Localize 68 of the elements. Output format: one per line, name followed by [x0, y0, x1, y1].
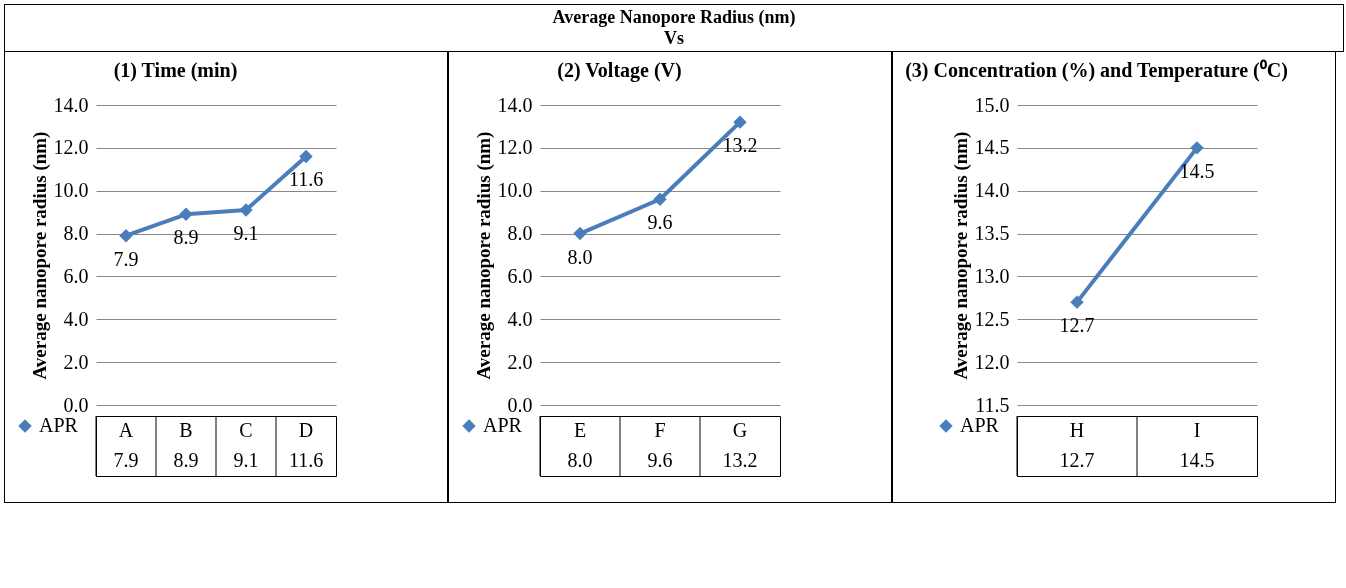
legend-label: APR [960, 414, 1000, 436]
y-tick-label: 4.0 [63, 307, 89, 330]
text: 8.9 [173, 226, 199, 249]
x-tick-label: C [239, 419, 253, 441]
data-label: 7.9 [113, 449, 139, 471]
text: 8.0 [567, 245, 593, 268]
y-tick-label: 14.0 [974, 179, 1010, 202]
x-tick-label: A [118, 419, 134, 441]
legend-label: APR [483, 414, 523, 436]
x-tick-label: E [573, 419, 587, 441]
text: 9.6 [647, 211, 673, 234]
y-tick-label: 14.5 [974, 136, 1010, 159]
data-label: 9.1 [233, 449, 259, 471]
y-tick-label: 8.0 [507, 222, 533, 245]
legend-label: APR [39, 414, 79, 436]
x-tick-label: B [179, 419, 193, 441]
text: 7.9 [113, 247, 139, 270]
y-tick-label: 2.0 [507, 350, 533, 373]
y-tick-label: 11.5 [975, 393, 1010, 416]
y-axis-title: Average nanopore radius (nm) [472, 131, 495, 380]
point [239, 203, 253, 217]
point [573, 226, 587, 241]
point [299, 149, 313, 164]
y-tick-label: 12.0 [53, 136, 89, 159]
text: 12.7 [1059, 314, 1095, 337]
y-tick-label: 2.0 [63, 350, 89, 373]
data-label: 11.6 [288, 449, 324, 471]
y-tick-label: 10.0 [497, 179, 533, 202]
y-tick-label: 8.0 [63, 222, 89, 245]
y-tick-label: 15.0 [974, 93, 1010, 116]
point [733, 115, 747, 129]
y-tick-label: 13.5 [974, 222, 1010, 245]
text: 9.1 [233, 222, 259, 244]
chart-title: (3) Concentration (%) and Temperature (⁰C) [905, 59, 1288, 82]
text: Average Nanopore Radius (nm) Vs [4, 4, 1344, 52]
text: 14.5 [1179, 159, 1215, 182]
y-tick-label: 14.0 [53, 93, 89, 116]
y-tick-label: 13.0 [974, 264, 1010, 287]
y-tick-label: 0.0 [63, 393, 89, 416]
point [179, 207, 193, 221]
data-label: 14.5 [1179, 449, 1215, 471]
y-tick-label: 12.5 [974, 307, 1010, 330]
y-axis-title: Average nanopore radius (nm) [28, 131, 51, 380]
y-tick-label: 12.0 [974, 350, 1010, 373]
y-tick-label: 4.0 [507, 307, 533, 330]
x-tick-label: D [298, 419, 314, 441]
y-axis-title: Average nanopore radius (nm) [949, 131, 972, 380]
data-label: 8.9 [173, 449, 199, 471]
chart-title: (2) Voltage (V) [557, 59, 682, 82]
data-label: 12.7 [1059, 449, 1095, 471]
y-tick-label: 14.0 [497, 93, 533, 116]
y-tick-label: 6.0 [63, 264, 89, 287]
x-tick-label: H [1069, 419, 1085, 441]
y-tick-label: 6.0 [507, 264, 533, 287]
y-tick-label: 10.0 [53, 179, 89, 202]
text: 13.2 [722, 134, 758, 157]
y-tick-label: 12.0 [497, 136, 533, 159]
point [653, 192, 667, 206]
x-tick-label: F [654, 419, 666, 441]
chart-title: (1) Time (min) [113, 59, 238, 82]
data-label: 8.0 [567, 449, 593, 471]
x-tick-label: I [1193, 419, 1201, 441]
x-tick-label: G [732, 419, 748, 441]
data-label: 9.6 [647, 449, 673, 471]
y-tick-label: 0.0 [507, 393, 533, 416]
data-label: 13.2 [722, 449, 758, 471]
point [119, 229, 133, 243]
text: 11.6 [288, 168, 324, 191]
